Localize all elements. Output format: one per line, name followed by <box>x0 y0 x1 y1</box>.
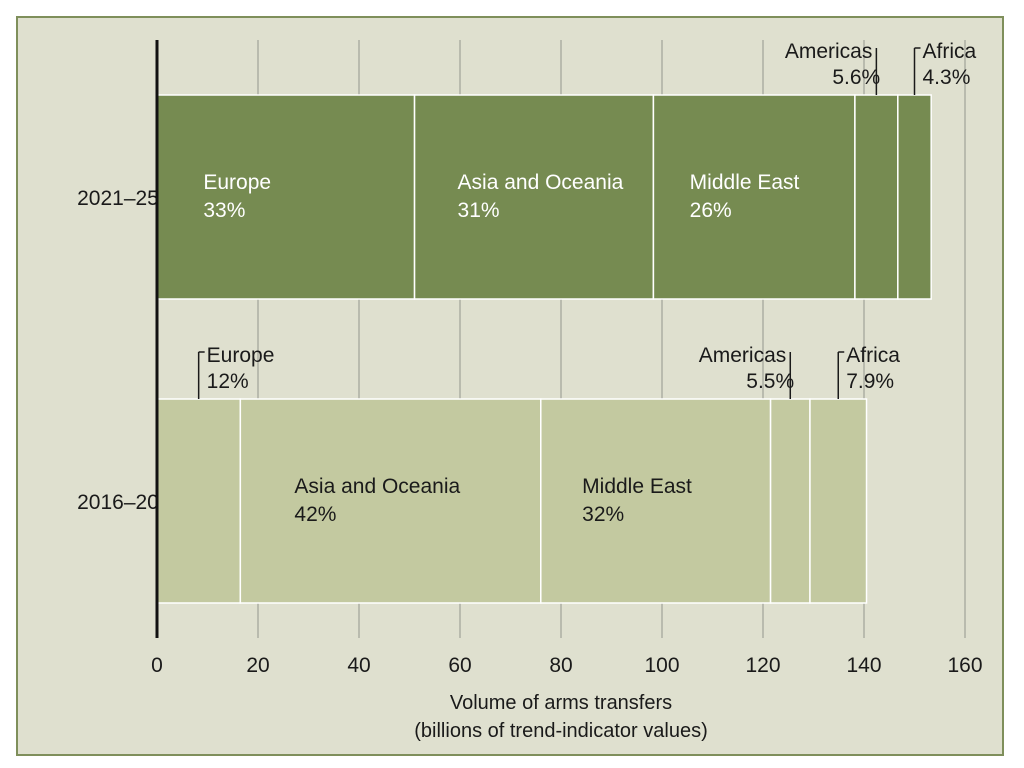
stacked-bar-chart: 0 20 40 60 80 100 120 140 160 Volume of arms tran… <box>77 40 983 742</box>
bar-2021-25-americas <box>854 94 899 300</box>
data-label-2016-20-middle-east-name: Middle East <box>582 475 692 498</box>
data-label-2021-25-americas-value: 5.6% <box>832 66 880 89</box>
data-label-2016-20-asia-and-oceania-value: 42% <box>294 503 336 526</box>
x-tick-label-100: 100 <box>644 654 679 677</box>
data-label-2021-25-asia-and-oceania-name: Asia and Oceania <box>458 171 624 194</box>
data-label-2016-20-asia-and-oceania-name: Asia and Oceania <box>294 475 460 498</box>
bar-2016-20-asia-and-oceania <box>239 398 542 604</box>
data-label-2016-20-americas-value: 5.5% <box>746 370 794 393</box>
data-label-2016-20-europe-name: Europe <box>207 344 275 367</box>
category-label-2016-20: 2016–20 <box>77 491 159 514</box>
x-tick-label-80: 80 <box>549 654 572 677</box>
data-label-2021-25-asia-and-oceania-value: 31% <box>458 199 500 222</box>
data-label-2016-20-europe-value: 12% <box>207 370 249 393</box>
data-label-2016-20-americas-name: Americas <box>699 344 787 367</box>
x-tick-label-120: 120 <box>745 654 780 677</box>
data-label-2021-25-middle-east-name: Middle East <box>690 171 800 194</box>
category-label-2021-25: 2021–25 <box>77 187 159 210</box>
bar-2021-25-asia-and-oceania <box>413 94 655 300</box>
data-label-2021-25-europe-value: 33% <box>203 199 245 222</box>
bar-2021-25-europe <box>156 94 416 300</box>
x-tick-label-0: 0 <box>151 654 163 677</box>
bar-2016-20-americas <box>769 398 811 604</box>
x-tick-label-140: 140 <box>846 654 881 677</box>
bar-2016-20-europe <box>156 398 242 604</box>
data-label-2021-25-middle-east-value: 26% <box>690 199 732 222</box>
data-label-2021-25-africa-value: 4.3% <box>923 66 971 89</box>
data-label-2021-25-europe-name: Europe <box>203 171 271 194</box>
data-label-2016-20-africa-name: Africa <box>846 344 900 367</box>
data-label-2016-20-africa-value: 7.9% <box>846 370 894 393</box>
data-label-2021-25-americas-name: Americas <box>785 40 873 63</box>
bar-2021-25-africa <box>897 94 932 300</box>
x-tick-label-160: 160 <box>947 654 982 677</box>
x-axis-title: Volume of arms transfers <box>450 692 672 714</box>
bar-2016-20-africa <box>809 398 868 604</box>
bar-2021-25-middle-east <box>652 94 856 300</box>
data-label-2021-25-africa-name: Africa <box>923 40 977 63</box>
x-tick-label-60: 60 <box>448 654 471 677</box>
data-label-2016-20-middle-east-value: 32% <box>582 503 624 526</box>
chart-frame: 0 20 40 60 80 100 120 140 160 Volume of arms tran… <box>16 16 1004 756</box>
bar-2016-20-middle-east <box>540 398 772 604</box>
x-tick-label-20: 20 <box>246 654 269 677</box>
x-axis-subtitle: (billions of trend-indicator values) <box>414 720 707 742</box>
x-tick-label-40: 40 <box>347 654 370 677</box>
